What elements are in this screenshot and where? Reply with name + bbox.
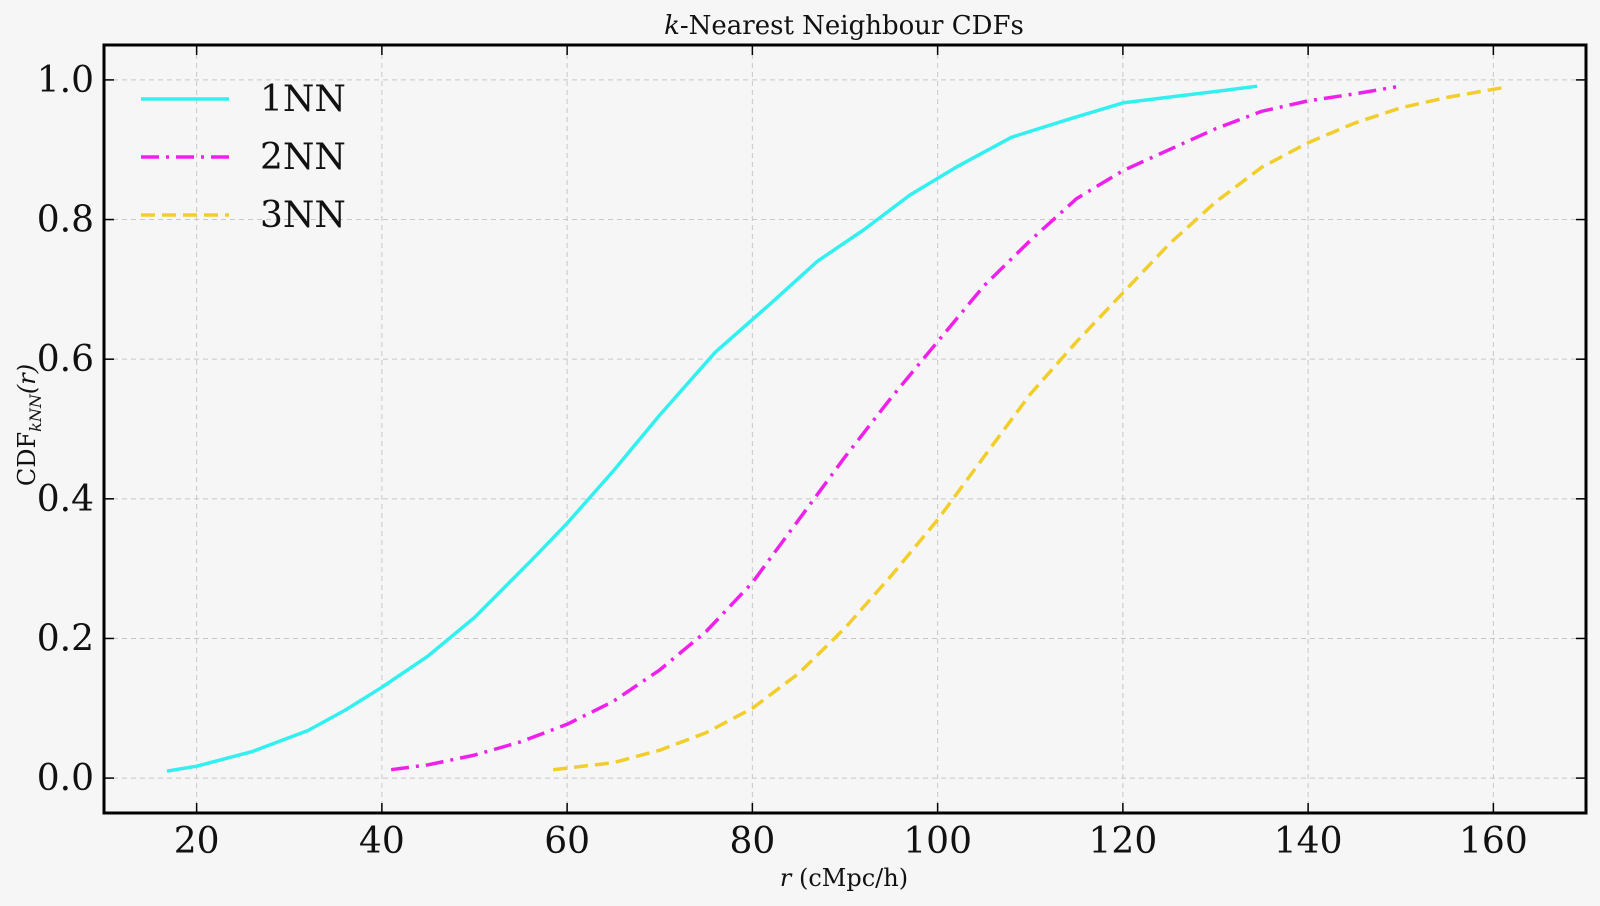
legend-label-2nn: 2NN — [260, 137, 346, 178]
legend-label-1nn: 1NN — [260, 79, 346, 120]
y-tick-label-0.8: 0.8 — [37, 200, 94, 241]
chart-title: k-Nearest Neighbour CDFs — [664, 11, 1024, 41]
y-tick-label-0.6: 0.6 — [37, 339, 94, 380]
legend-label-3nn: 3NN — [260, 195, 346, 236]
y-axis-label: CDFkNN(r) — [13, 364, 45, 486]
x-axis-label: r (cMpc/h) — [780, 864, 908, 892]
grid — [104, 45, 1586, 813]
y-tick-label-1.0: 1.0 — [37, 60, 94, 101]
x-tick-label-60: 60 — [544, 821, 590, 862]
x-tick-label-80: 80 — [729, 821, 775, 862]
x-tick-label-140: 140 — [1274, 821, 1343, 862]
x-tick-label-100: 100 — [903, 821, 972, 862]
plot-frame — [102, 43, 1588, 815]
series-line-1nn — [166, 84, 1258, 773]
legend: 1NN 2NN 3NN — [141, 79, 346, 236]
x-tick-label-160: 160 — [1459, 821, 1528, 862]
series-line-2nn — [390, 85, 1397, 772]
y-tick-label-0.4: 0.4 — [37, 479, 94, 520]
y-tick-label-0.2: 0.2 — [37, 618, 94, 659]
series-line-3nn — [552, 85, 1508, 772]
x-tick-label-40: 40 — [359, 821, 405, 862]
axis-ticks: 20 40 60 80 100 120 140 160 0.0 0.2 0.4 0.6 0.8 1.0 — [37, 45, 1586, 862]
y-tick-label-0.0: 0.0 — [37, 758, 94, 799]
series-lines — [166, 84, 1508, 773]
x-tick-label-120: 120 — [1089, 821, 1158, 862]
x-tick-label-20: 20 — [174, 821, 220, 862]
